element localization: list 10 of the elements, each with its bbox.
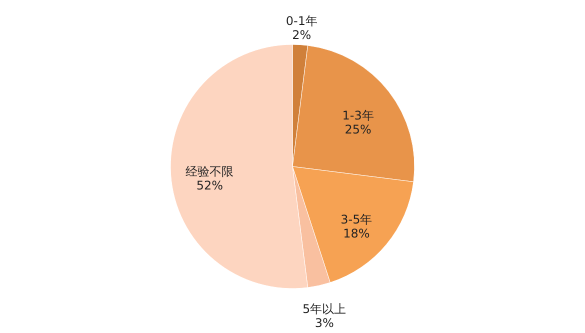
data-label: 25% <box>344 122 372 137</box>
data-label: 3% <box>314 316 334 330</box>
slice-label: 经验不限 <box>186 164 234 179</box>
slice-label: 0-1年 <box>286 14 318 28</box>
data-label: 18% <box>343 226 370 240</box>
data-label: 2% <box>292 28 312 42</box>
slice-label: 1-3年 <box>342 108 374 123</box>
slice-label: 3-5年 <box>340 212 372 226</box>
slice-label: 5年以上 <box>302 302 346 316</box>
data-label: 52% <box>196 178 224 193</box>
